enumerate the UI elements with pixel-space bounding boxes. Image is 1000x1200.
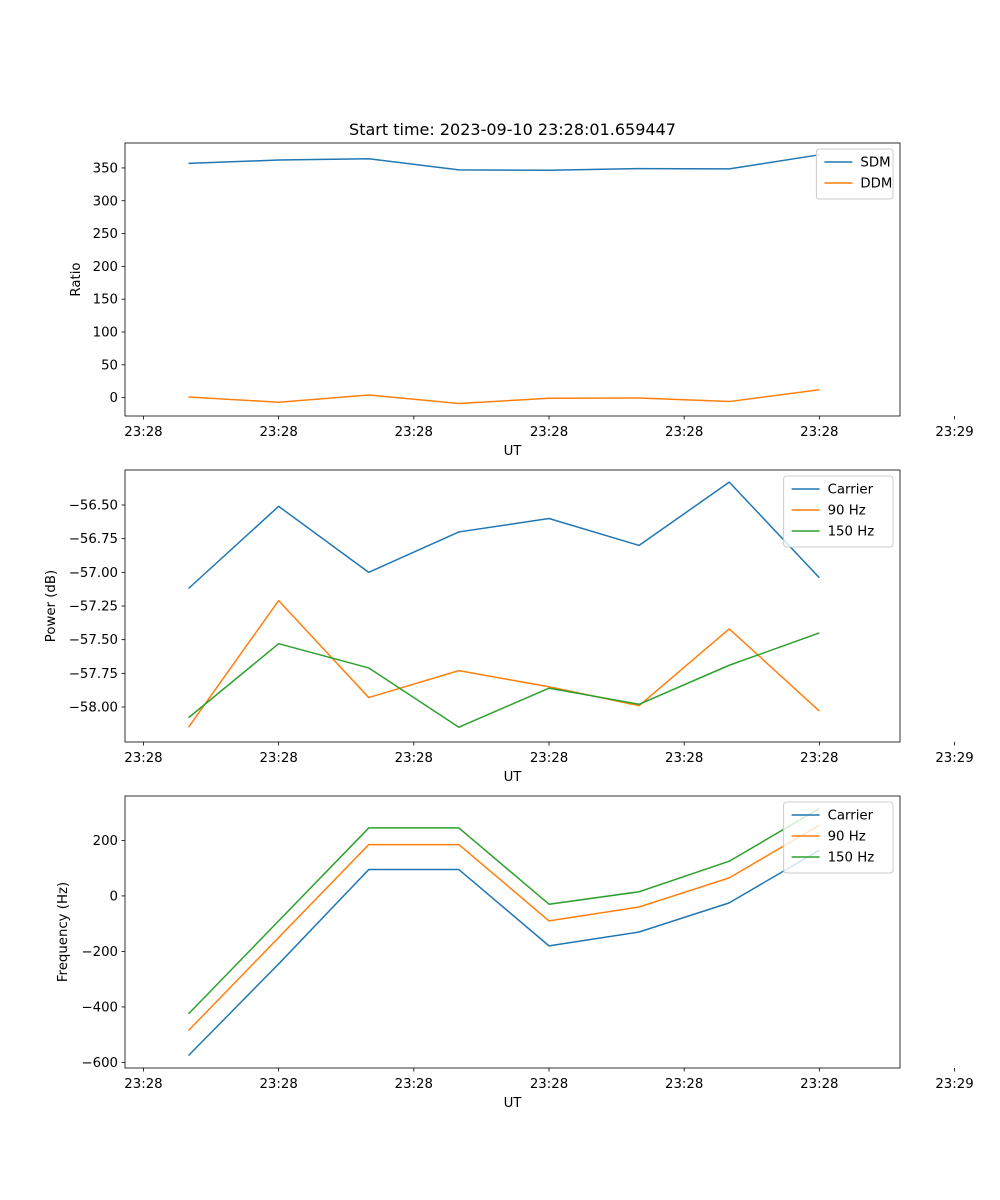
series-line-carrier	[187, 849, 820, 1057]
legend-entry: 150 Hz	[828, 851, 875, 866]
x-tick-label: 23:28	[124, 751, 162, 766]
y-tick-label: 250	[93, 227, 118, 242]
legend-entry: Carrier	[828, 483, 874, 498]
series-line-ddm	[188, 389, 820, 405]
x-tick-label: 23:29	[935, 425, 973, 440]
y-tick-label: −400	[81, 1000, 118, 1015]
y-axis-label: Ratio	[69, 262, 84, 296]
y-tick-label: −57.00	[69, 566, 118, 581]
y-tick-label: −600	[81, 1056, 118, 1071]
y-tick-label: 300	[93, 194, 118, 209]
legend-entry: 90 Hz	[828, 830, 866, 845]
y-tick-label: 150	[93, 293, 118, 308]
y-tick-label: −56.75	[69, 532, 118, 547]
x-tick-label: 23:28	[259, 751, 297, 766]
x-tick-label: 23:29	[935, 1077, 973, 1092]
x-axis-label: UT	[504, 1096, 523, 1111]
y-tick-label: 200	[93, 260, 118, 275]
legend-box	[783, 475, 894, 548]
x-tick-label: 23:28	[259, 1077, 297, 1092]
y-tick-label: −57.25	[69, 600, 118, 615]
y-tick-label: 350	[93, 161, 118, 176]
series-line-sdm	[188, 154, 820, 171]
x-tick-label: 23:28	[800, 425, 838, 440]
x-tick-label: 23:28	[395, 1077, 433, 1092]
series-line-150-hz	[187, 807, 820, 1015]
x-tick-label: 23:28	[124, 1077, 162, 1092]
legend: Carrier 90 Hz 150 Hz	[783, 475, 894, 548]
legend-entry: Carrier	[828, 809, 874, 824]
y-axis-label: Power (dB)	[44, 570, 59, 642]
series-line-150-hz	[188, 632, 820, 728]
series-line-90-hz	[187, 599, 820, 728]
y-tick-label: −58.00	[69, 700, 118, 715]
chart-panel-1: Start time: 2023-09-10 23:28:01.659447 0 5…	[69, 120, 974, 459]
y-tick-label: 0	[110, 391, 118, 406]
legend-entry: 150 Hz	[828, 525, 875, 540]
y-tick-label: −57.75	[69, 667, 118, 682]
x-axis-label: UT	[504, 444, 523, 459]
legend-entry: SDM	[860, 156, 890, 171]
x-tick-label: 23:28	[395, 751, 433, 766]
legend-box	[783, 801, 894, 874]
x-tick-label: 23:28	[665, 1077, 703, 1092]
legend: Carrier 90 Hz 150 Hz	[783, 801, 894, 874]
x-tick-label: 23:28	[665, 751, 703, 766]
y-tick-label: 50	[101, 358, 118, 373]
y-tick-label: 200	[93, 834, 118, 849]
chart-title: Start time: 2023-09-10 23:28:01.659447	[349, 120, 676, 139]
x-tick-label: 23:28	[395, 425, 433, 440]
series-line-90-hz	[187, 824, 820, 1032]
axes-frame	[124, 795, 901, 1069]
x-tick-label: 23:28	[259, 425, 297, 440]
x-tick-label: 23:29	[935, 751, 973, 766]
y-tick-label: −200	[81, 945, 118, 960]
chart-panel-3: −600 −400 −200 0 200 23:28 23:28 23:28 23:28 23:2…	[56, 795, 974, 1111]
axes-frame	[124, 142, 901, 417]
x-tick-label: 23:28	[800, 1077, 838, 1092]
y-tick-label: −57.50	[69, 633, 118, 648]
y-axis-label: Frequency (Hz)	[56, 882, 71, 982]
legend-entry: 90 Hz	[828, 504, 866, 519]
x-axis-label: UT	[504, 770, 523, 785]
x-tick-label: 23:28	[530, 1077, 568, 1092]
x-tick-label: 23:28	[124, 425, 162, 440]
x-tick-label: 23:28	[665, 425, 703, 440]
series-line-carrier	[188, 481, 820, 590]
y-tick-label: 0	[110, 889, 118, 904]
chart-panel-2: −58.00 −57.75 −57.50 −57.25 −57.00 −56.75 −56.…	[44, 469, 974, 785]
y-tick-label: −56.50	[69, 499, 118, 514]
x-tick-label: 23:28	[800, 751, 838, 766]
x-tick-label: 23:28	[530, 751, 568, 766]
x-tick-label: 23:28	[530, 425, 568, 440]
legend: SDM DDM	[815, 148, 894, 200]
y-tick-label: 100	[93, 326, 118, 341]
legend-entry: DDM	[860, 177, 892, 192]
